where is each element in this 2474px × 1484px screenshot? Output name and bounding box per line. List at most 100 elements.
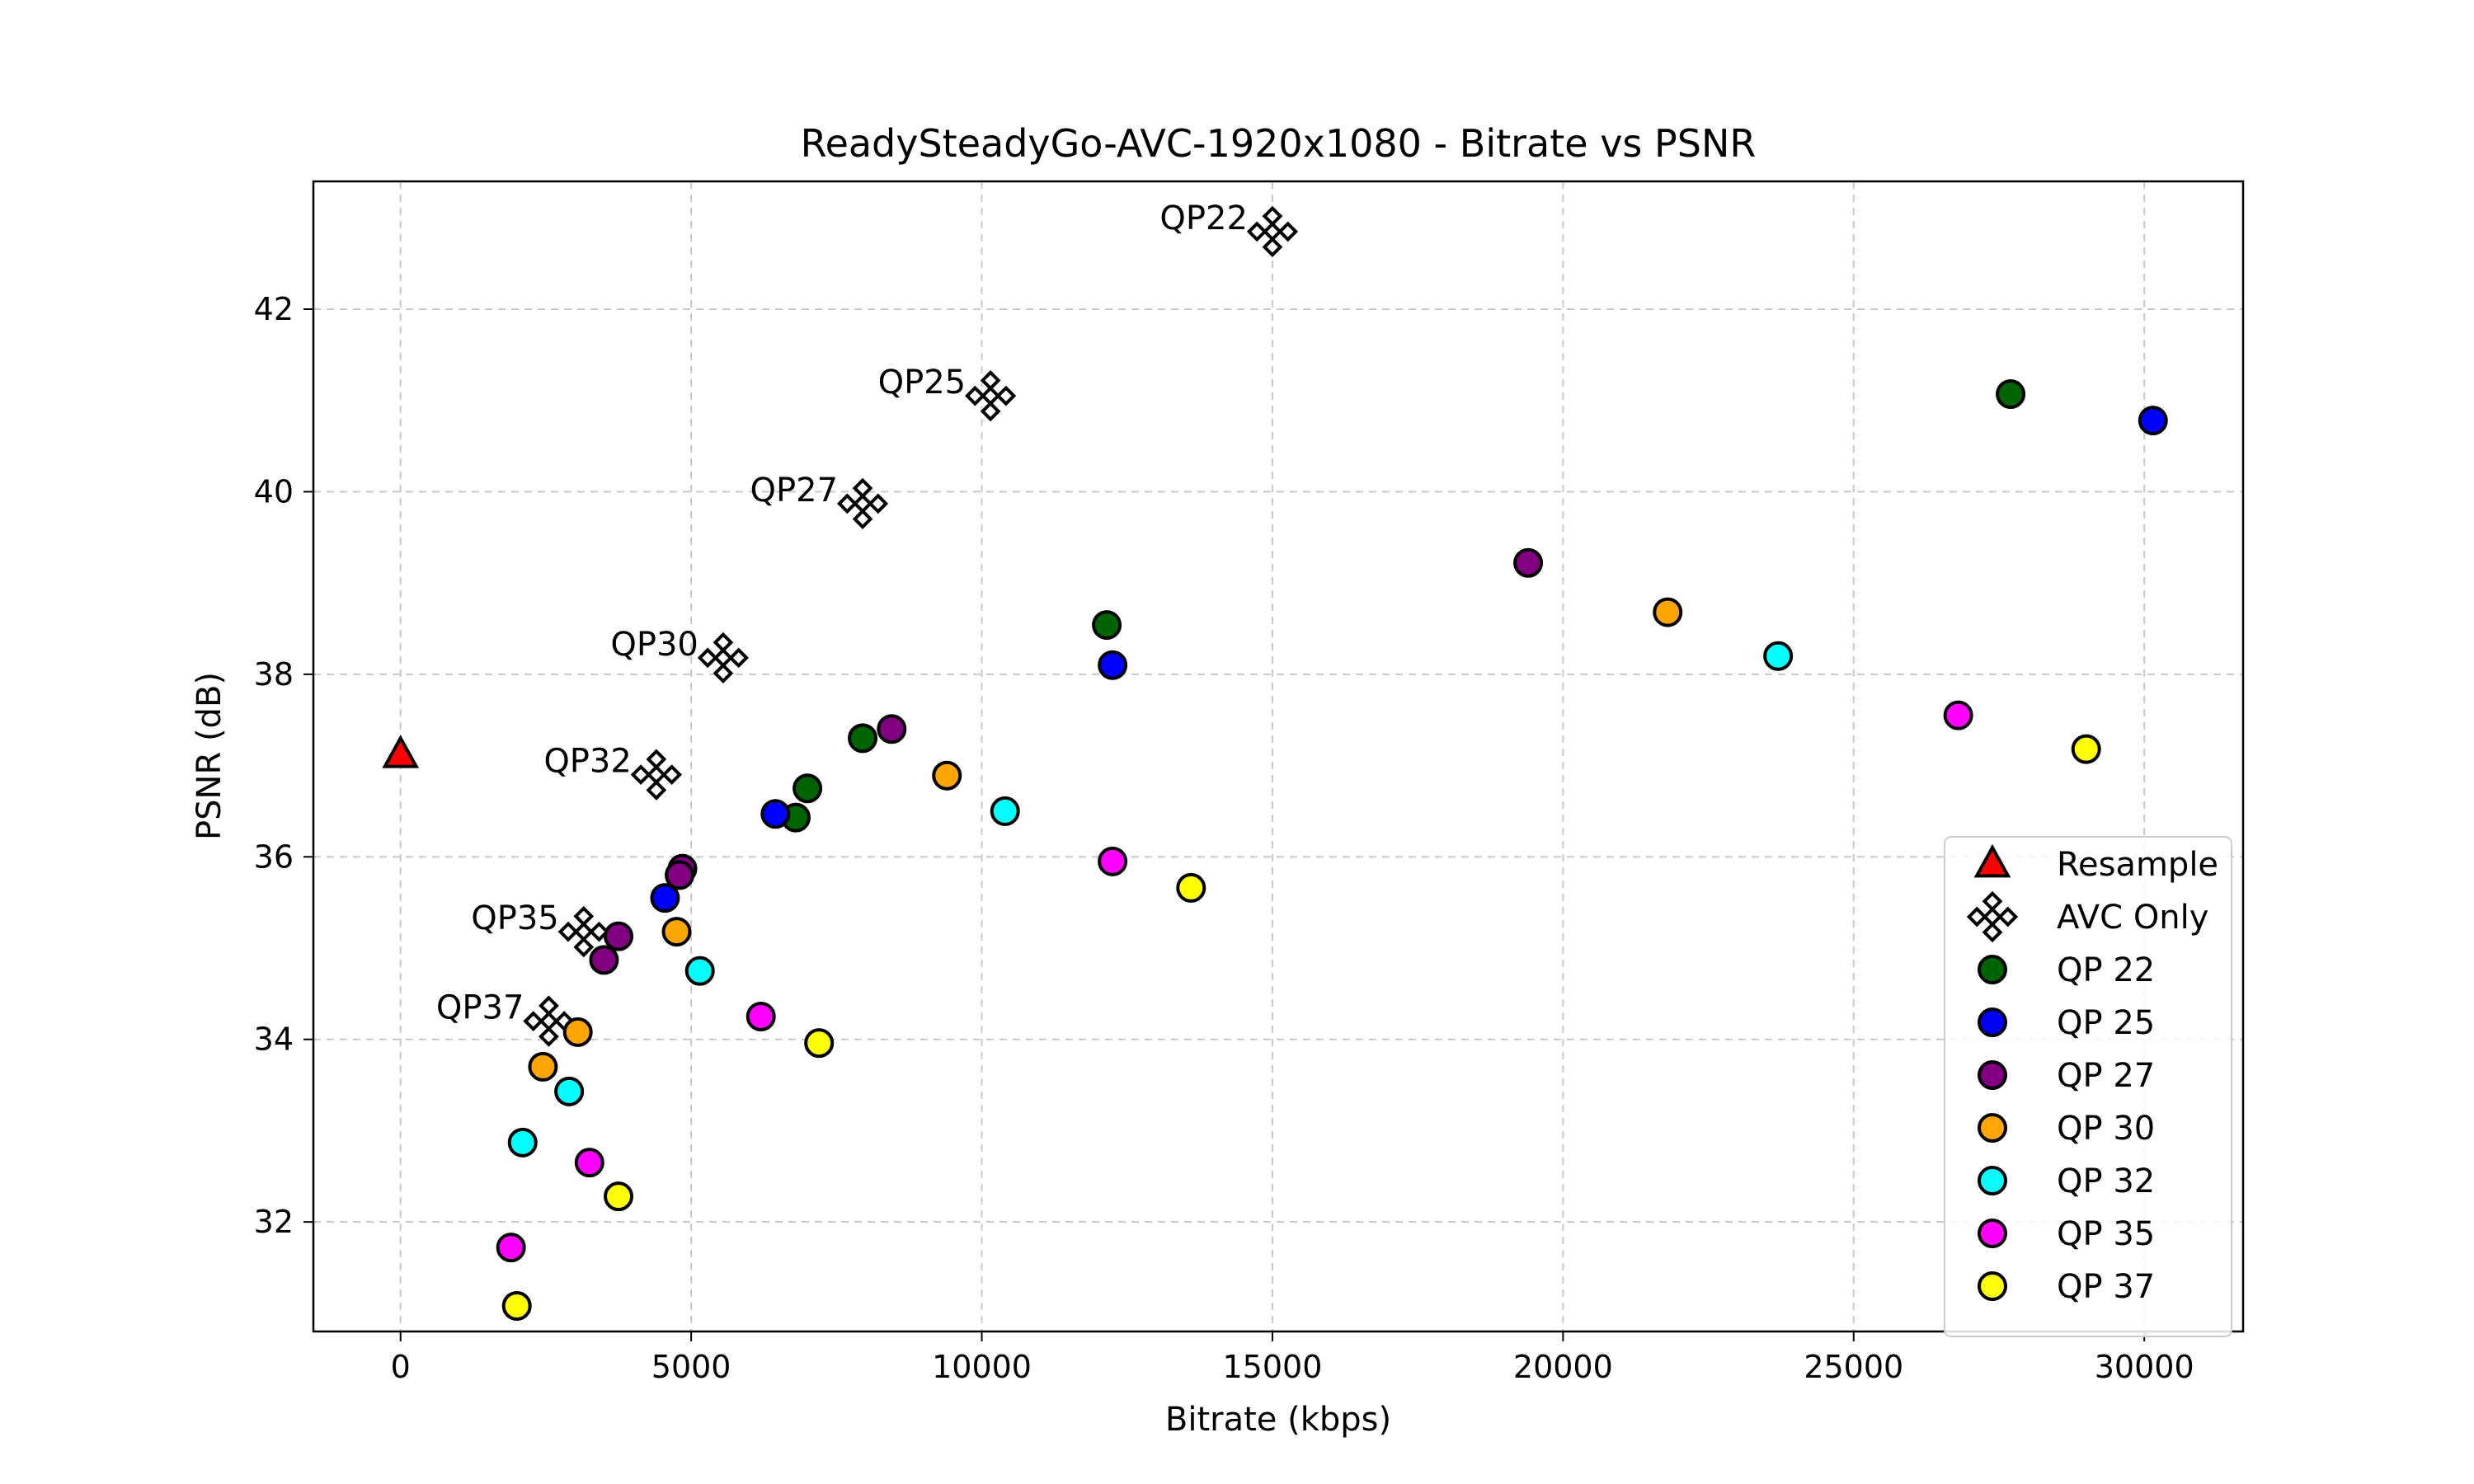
legend-marker (1978, 1007, 2007, 1037)
data-point (501, 1291, 532, 1321)
legend-label: QP 32 (2057, 1162, 2155, 1200)
x-axis-label: Bitrate (kbps) (1165, 1401, 1391, 1439)
y-axis-label: PSNR (dB) (190, 672, 228, 840)
x-tick-label: 25000 (1804, 1349, 1903, 1385)
data-point (965, 370, 1017, 422)
series-qp-37 (501, 734, 2101, 1321)
x-tick-label: 30000 (2095, 1349, 2194, 1385)
point-annotation: QP27 (750, 472, 839, 510)
data-point (630, 749, 682, 801)
legend-item-qp-27: QP 27 (1978, 1057, 2155, 1095)
legend-item-avc-only: AVC Only (1966, 890, 2208, 943)
x-tick-label: 0 (391, 1349, 411, 1385)
legend-label: AVC Only (2057, 899, 2208, 937)
y-tick-label: 34 (254, 1021, 294, 1058)
legend-marker (1978, 1271, 2007, 1301)
x-tick-label: 15000 (1223, 1349, 1323, 1385)
series-qp-22 (781, 378, 2026, 833)
point-annotation: QP25 (878, 364, 967, 402)
point-annotation: QP37 (436, 989, 524, 1027)
tick-layer: 0 5000 10000 15000 20000 25000 30000 32 34 36 38 40… (254, 291, 2194, 1385)
data-point (836, 477, 889, 529)
point-annotation: QP30 (610, 626, 698, 664)
data-point (760, 799, 791, 829)
legend-marker (1978, 1060, 2007, 1090)
legend-item-qp-32: QP 32 (1978, 1162, 2155, 1200)
x-tick-label: 5000 (651, 1349, 731, 1385)
data-point (1098, 650, 1128, 680)
data-point (1246, 205, 1299, 258)
data-point (1098, 846, 1128, 876)
data-point (507, 1127, 538, 1158)
data-point (2071, 734, 2101, 764)
data-point (554, 1076, 585, 1106)
data-point (804, 1028, 835, 1059)
series-qp-32 (507, 641, 1794, 1158)
legend-marker (1978, 1166, 2007, 1195)
y-tick-label: 40 (254, 473, 294, 510)
legend-item-qp-35: QP 35 (1978, 1215, 2155, 1253)
data-point (661, 917, 692, 947)
legend-marker (1978, 955, 2007, 984)
data-point (1763, 641, 1794, 671)
data-point (848, 723, 878, 754)
data-point (1943, 700, 1973, 730)
x-tick-label: 10000 (932, 1349, 1032, 1385)
grid-layer (313, 181, 2243, 1331)
legend-label: QP 25 (2057, 1004, 2155, 1042)
data-point (589, 945, 619, 975)
legend-label: QP 35 (2057, 1215, 2155, 1253)
data-point (528, 1051, 558, 1082)
legend-marker (1978, 1113, 2007, 1143)
legend-item-qp-22: QP 22 (1978, 951, 2155, 989)
data-point (665, 860, 695, 890)
legend-marker (1966, 890, 2019, 943)
plot-frame (312, 180, 2245, 1333)
data-point (650, 883, 680, 913)
data-point (932, 760, 962, 791)
legend-label: QP 22 (2057, 951, 2155, 989)
legend-label: QP 27 (2057, 1057, 2155, 1095)
data-point (496, 1233, 526, 1263)
legend-marker (1978, 1219, 2007, 1248)
series-qp-27 (589, 547, 1544, 975)
y-tick-label: 42 (254, 291, 294, 327)
series-qp-25 (650, 406, 2168, 913)
data-point (684, 956, 715, 986)
y-tick-label: 32 (254, 1204, 294, 1240)
legend-item-resample: Resample (1973, 843, 2218, 884)
x-tick-label: 20000 (1513, 1349, 1613, 1385)
data-point (877, 714, 907, 744)
y-tick-label: 36 (254, 838, 294, 875)
point-annotation: QP32 (543, 743, 632, 781)
legend: Resample AVC Only QP 22 QP 25 QP 27 QP 30 QP 3… (1944, 836, 2232, 1337)
marks-layer: QP22 QP25 QP27 QP30 QP32 QP35 QP37 (382, 200, 2168, 1321)
data-point (990, 796, 1020, 826)
point-annotation: QP35 (471, 899, 559, 937)
series-qp-30 (528, 597, 1683, 1082)
series-qp-35 (496, 700, 1973, 1263)
series-resample (382, 735, 420, 768)
legend-label: Resample (2057, 846, 2218, 884)
data-point (2138, 406, 2168, 436)
data-point (382, 735, 420, 768)
data-point (1513, 547, 1544, 578)
data-point (1996, 378, 2026, 409)
data-point (574, 1148, 604, 1178)
chart-title: ReadySteadyGo-AVC-1920x1080 - Bitrate vs… (801, 121, 1757, 166)
point-annotation: QP22 (1159, 200, 1248, 237)
legend-item-qp-37: QP 37 (1978, 1268, 2155, 1306)
data-point (1176, 872, 1206, 903)
data-point (562, 1017, 593, 1047)
y-tick-label: 38 (254, 656, 294, 693)
legend-item-qp-30: QP 30 (1978, 1110, 2155, 1148)
series-avc-only: QP22 QP25 QP27 QP30 QP32 QP35 QP37 (436, 200, 1299, 1047)
legend-label: QP 30 (2057, 1110, 2155, 1148)
legend-item-qp-25: QP 25 (1978, 1004, 2155, 1042)
data-point (745, 1002, 776, 1032)
data-point (697, 632, 750, 684)
data-point (793, 773, 823, 804)
legend-marker (1973, 843, 2011, 878)
data-point (1092, 610, 1122, 641)
